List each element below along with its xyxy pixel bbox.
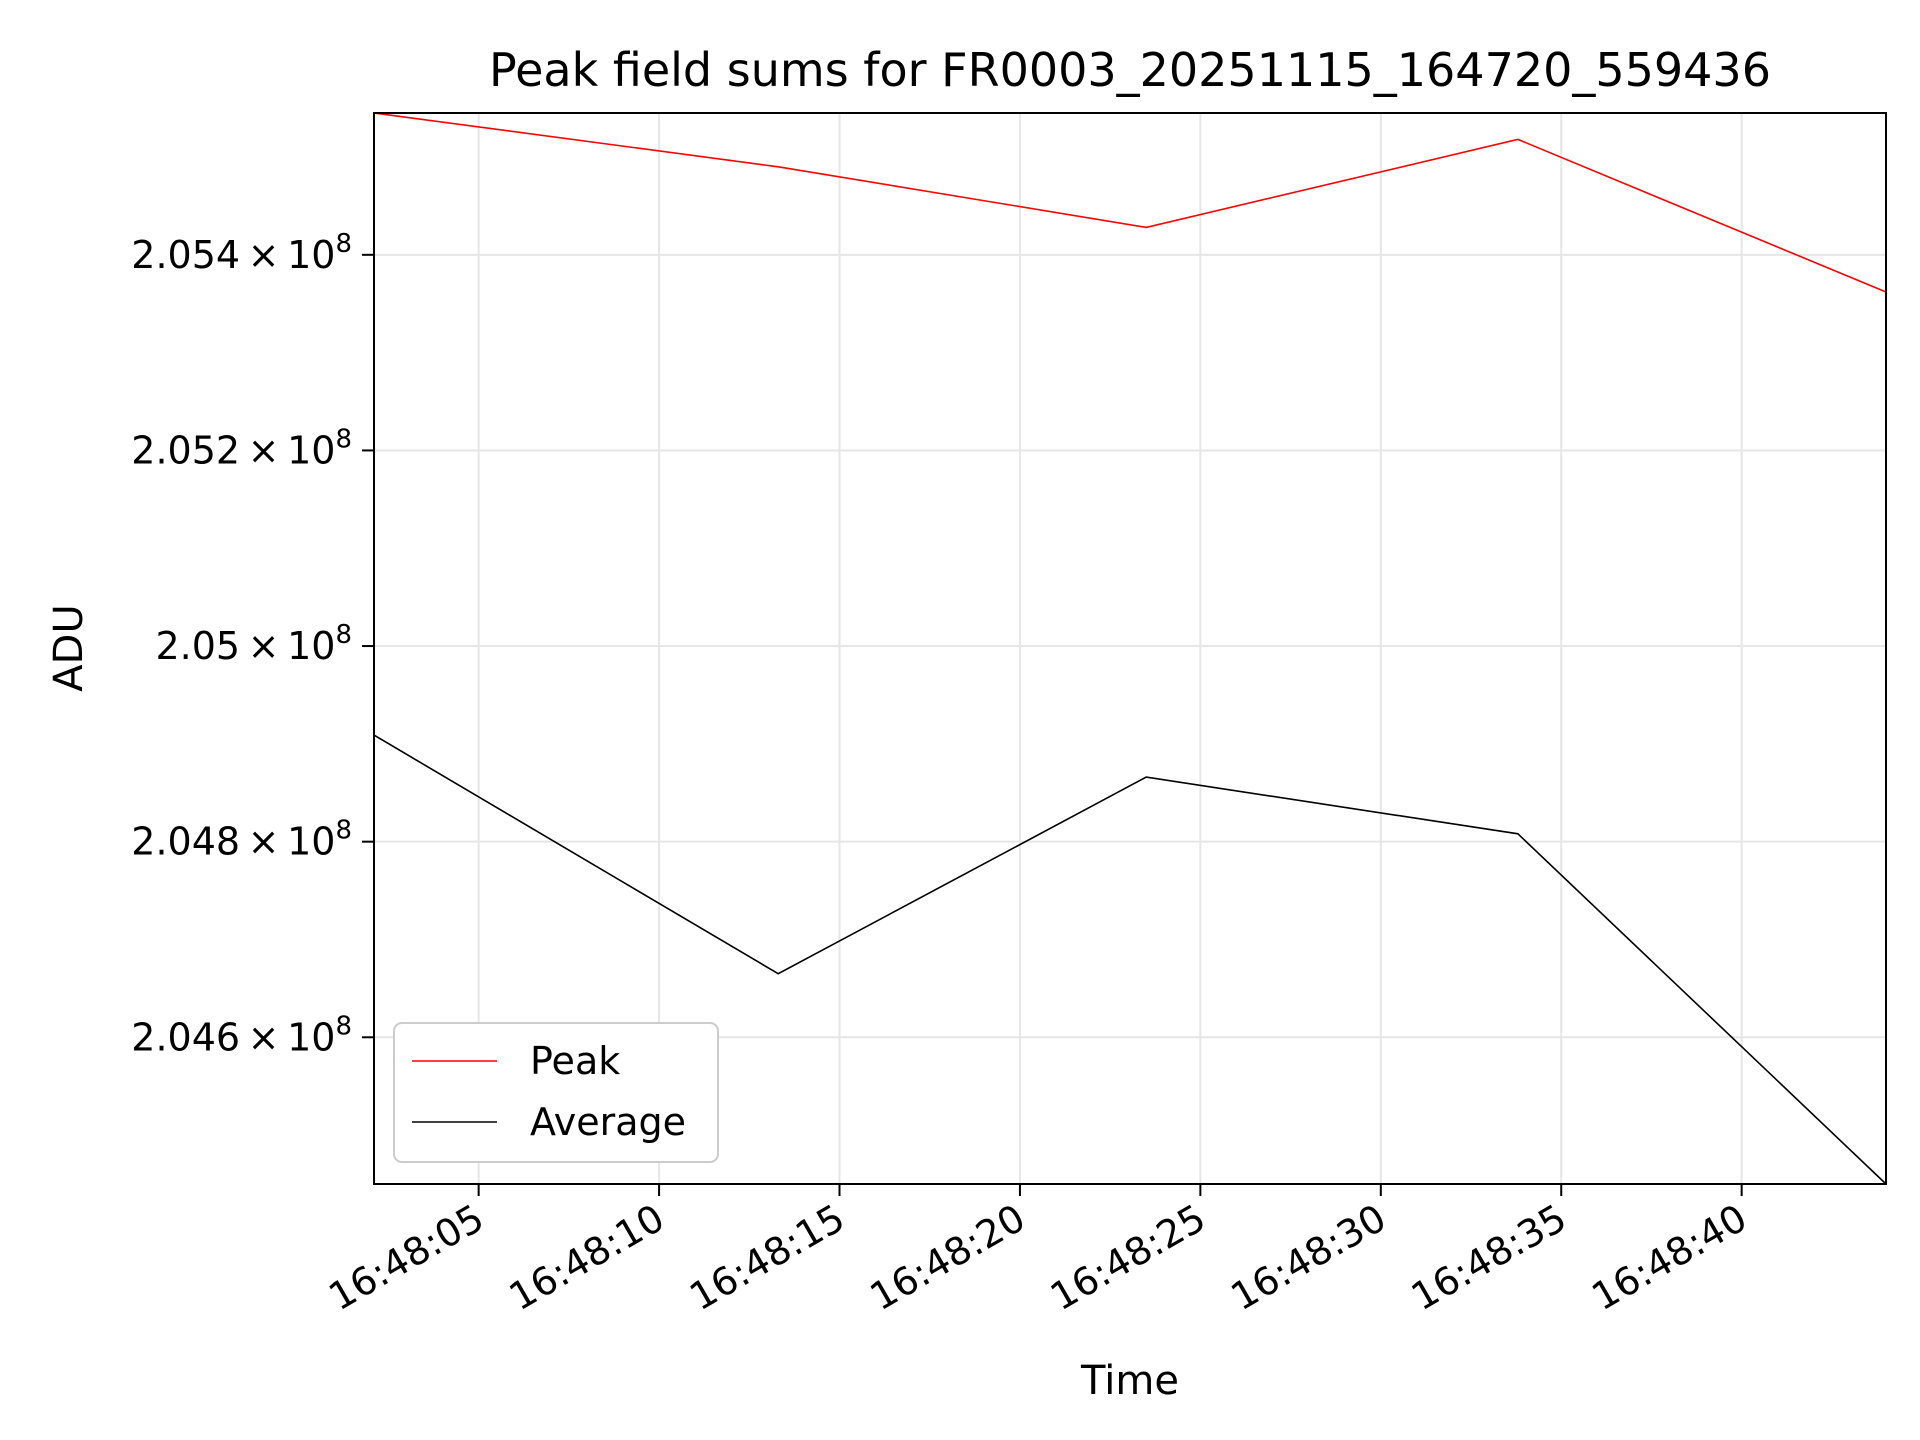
x-tick-label: 16:48:40	[1584, 1196, 1754, 1319]
y-tick-exponent: 8	[335, 816, 352, 846]
grid-lines	[374, 113, 1886, 1184]
y-tick-mantissa: 2.046 × 10	[131, 1015, 335, 1059]
series-line-peak	[373, 112, 1887, 293]
x-axis-label: Time	[1080, 1358, 1179, 1404]
x-tick-label: 16:48:35	[1404, 1196, 1574, 1319]
y-tick-exponent: 8	[335, 424, 352, 454]
y-tick-label: 2.05 × 108	[155, 620, 352, 668]
x-axis-ticks: 16:48:05 16:48:10 16:48:15 16:48:20 16:48:25…	[321, 1184, 1754, 1319]
x-tick-label: 16:48:10	[502, 1196, 672, 1319]
y-axis-label: ADU	[46, 604, 92, 691]
y-tick-exponent: 8	[335, 229, 352, 259]
x-tick-label: 16:48:25	[1043, 1196, 1213, 1319]
y-tick-label: 2.048 × 108	[131, 816, 352, 864]
x-tick-label: 16:48:05	[321, 1196, 491, 1319]
y-tick-mantissa: 2.05 × 10	[155, 624, 335, 668]
y-tick-mantissa: 2.048 × 10	[131, 820, 335, 864]
legend-box	[393, 1022, 719, 1163]
series-line-average	[373, 734, 1887, 1185]
x-tick-label: 16:48:30	[1223, 1196, 1393, 1319]
chart-title: Peak field sums for FR0003_20251115_1647…	[489, 43, 1771, 97]
y-tick-label: 2.046 × 108	[131, 1011, 352, 1059]
legend-label-peak: Peak	[530, 1039, 620, 1083]
x-tick-label: 16:48:15	[682, 1196, 852, 1319]
y-tick-label: 2.052 × 108	[131, 424, 352, 472]
y-tick-mantissa: 2.054 × 10	[131, 233, 335, 277]
plot-frame	[373, 112, 1887, 1185]
y-tick-label: 2.054 × 108	[131, 229, 352, 277]
legend: Peak Average	[393, 1022, 719, 1163]
y-tick-exponent: 8	[335, 620, 352, 650]
legend-label-average: Average	[530, 1100, 686, 1144]
y-tick-mantissa: 2.052 × 10	[131, 428, 335, 472]
series-lines	[373, 112, 1887, 1185]
x-tick-label: 16:48:20	[863, 1196, 1033, 1319]
y-tick-exponent: 8	[335, 1011, 352, 1041]
